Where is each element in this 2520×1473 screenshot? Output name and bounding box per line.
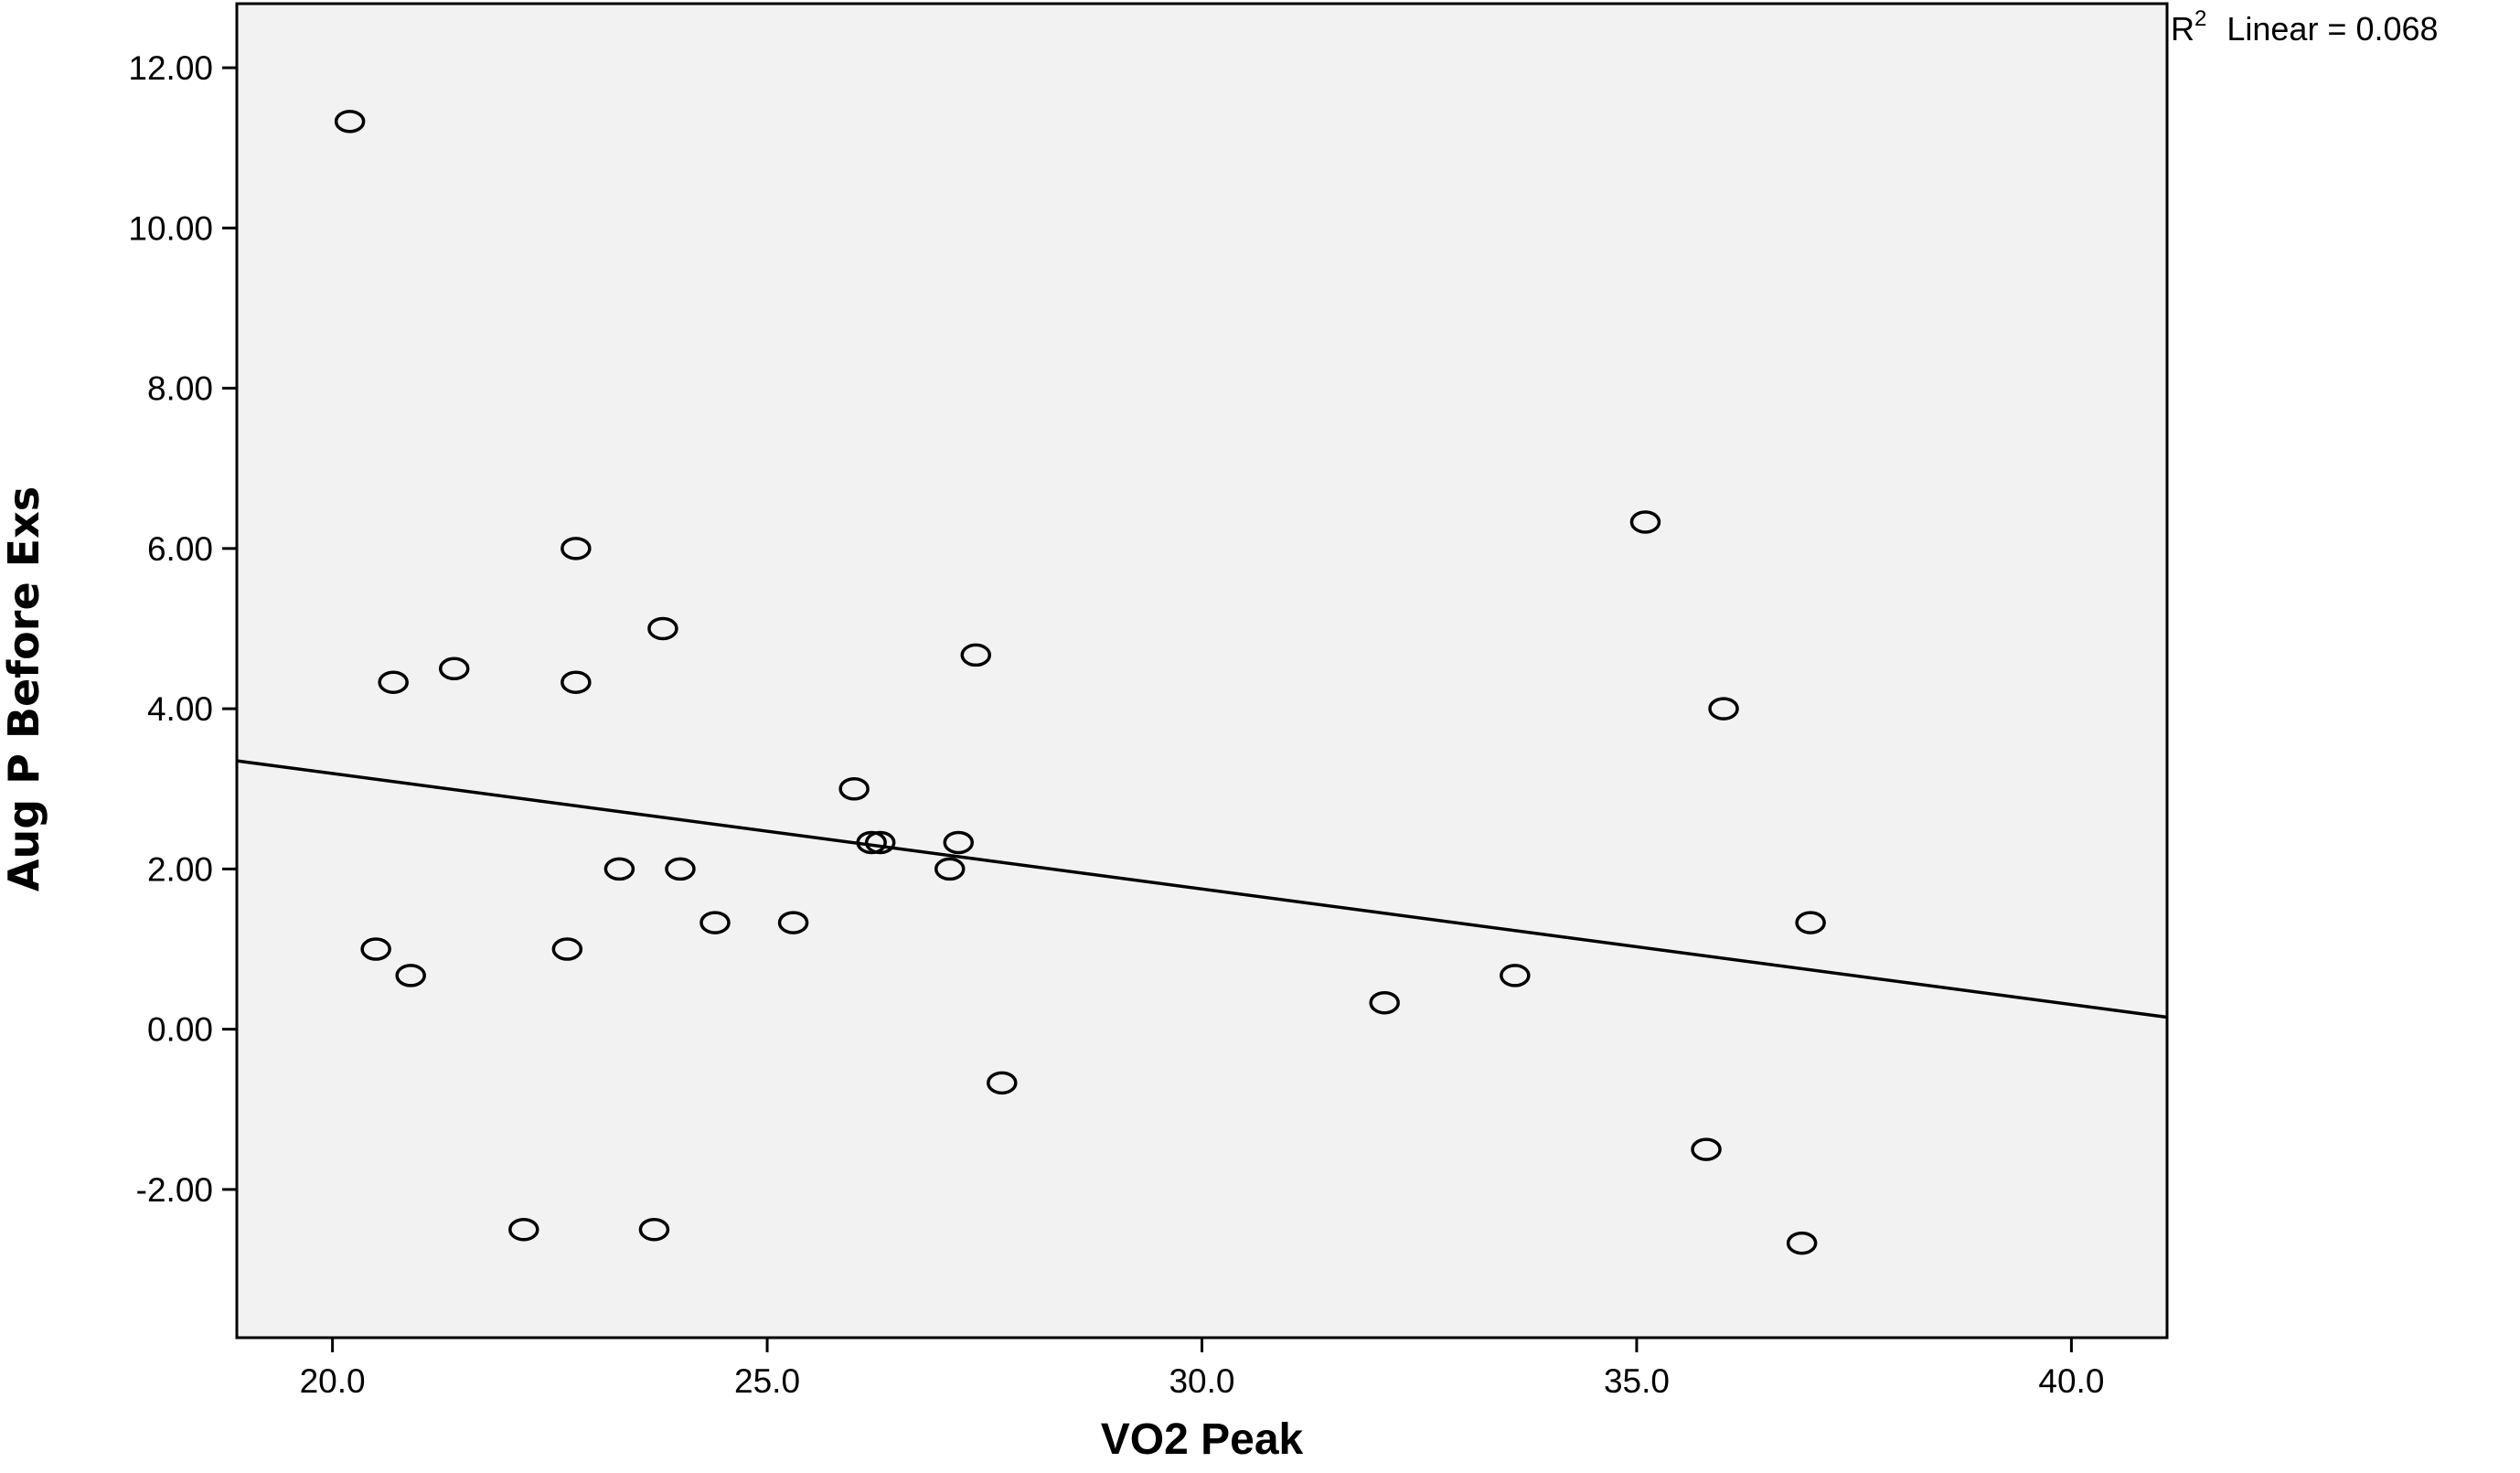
x-axis-title: VO2 Peak: [1101, 1415, 1304, 1464]
data-point: [561, 670, 592, 694]
data-point: [987, 1071, 1018, 1095]
data-point: [699, 911, 731, 934]
data-point: [638, 1217, 670, 1242]
x-tick-label: 25.0: [734, 1362, 800, 1400]
data-point: [603, 857, 635, 881]
data-point: [334, 110, 366, 133]
r2-linear-label: R2 Linear = 0.068: [2171, 6, 2439, 48]
data-point: [1500, 964, 1531, 987]
data-point: [1708, 697, 1739, 720]
y-tick-label: 4.00: [147, 690, 213, 728]
r2-superscript: 2: [2194, 6, 2206, 31]
r2-prefix: R: [2171, 10, 2194, 48]
data-point: [777, 911, 809, 934]
data-point: [1795, 911, 1826, 934]
data-point: [1786, 1231, 1818, 1255]
y-tick-label: 6.00: [147, 530, 213, 568]
data-point: [395, 964, 426, 987]
data-point: [360, 937, 391, 961]
y-axis: -2.00 0.00 2.00 4.00 6.00 8.00 10.00 12.00: [128, 49, 237, 1209]
x-tick-label: 30.0: [1169, 1362, 1234, 1400]
data-point: [1369, 990, 1400, 1015]
x-tick-label: 40.0: [2038, 1362, 2104, 1400]
data-point: [551, 937, 583, 961]
data-point: [856, 830, 887, 855]
data-point: [864, 830, 896, 855]
x-tick-label: 20.0: [300, 1362, 366, 1400]
plot-area: [235, 2, 2169, 1340]
data-point: [1629, 510, 1661, 534]
data-point: [378, 670, 409, 694]
data-point: [943, 830, 974, 855]
r2-value: Linear = 0.068: [2226, 10, 2438, 48]
x-axis: 20.0 25.0 30.0 35.0 40.0: [300, 1338, 2104, 1400]
fit-line: [236, 759, 2168, 1019]
data-point: [934, 857, 966, 881]
data-point: [438, 656, 470, 681]
y-tick-label: 12.00: [128, 49, 213, 87]
data-point: [1691, 1137, 1722, 1161]
y-tick-label: 2.00: [147, 850, 213, 888]
x-tick-label: 35.0: [1604, 1362, 1670, 1400]
y-tick-label: 10.00: [128, 209, 213, 247]
data-point: [508, 1217, 539, 1242]
data-point: [838, 777, 870, 801]
y-tick-label: 0.00: [147, 1011, 213, 1049]
data-point: [960, 643, 992, 667]
y-tick-label: 8.00: [147, 370, 213, 408]
y-tick-label: -2.00: [136, 1171, 213, 1209]
y-axis-title: Aug P Before Exs: [0, 486, 48, 891]
data-point: [665, 857, 696, 881]
data-point: [561, 537, 592, 560]
data-point: [647, 616, 678, 641]
